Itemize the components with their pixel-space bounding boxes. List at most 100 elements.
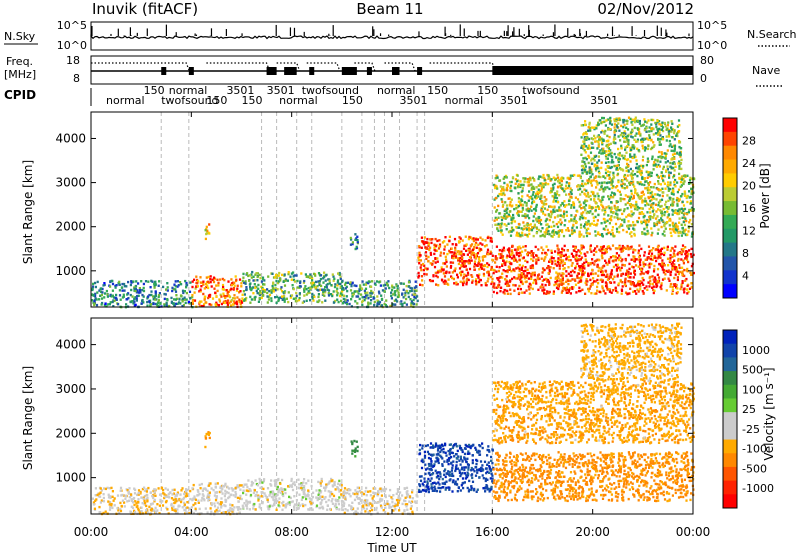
- scatter-cell: [457, 276, 459, 278]
- scatter-cell: [577, 249, 579, 251]
- scatter-cell: [558, 209, 560, 211]
- scatter-cell: [93, 294, 95, 296]
- scatter-cell: [513, 290, 515, 292]
- scatter-cell: [638, 244, 640, 246]
- scatter-cell: [684, 224, 686, 226]
- scatter-cell: [437, 261, 439, 263]
- scatter-cell: [454, 267, 456, 269]
- scatter-cell: [553, 267, 555, 269]
- scatter-cell: [521, 190, 523, 192]
- scatter-cell: [473, 246, 475, 248]
- scatter-cell: [338, 301, 340, 303]
- scatter-cell: [605, 168, 607, 170]
- scatter-cell: [434, 249, 436, 251]
- scatter-cell: [644, 198, 646, 200]
- scatter-cell: [320, 274, 322, 276]
- scatter-cell: [528, 272, 530, 274]
- scatter-cell: [334, 286, 336, 288]
- scatter-cell: [634, 127, 636, 129]
- scatter-cell: [382, 289, 384, 291]
- scatter-cell: [502, 291, 504, 293]
- scatter-cell: [527, 194, 529, 196]
- scatter-cell: [159, 505, 161, 507]
- scatter-cell: [515, 226, 517, 228]
- scatter-cell: [658, 132, 660, 134]
- scatter-cell: [473, 265, 475, 267]
- scatter-cell: [284, 301, 286, 303]
- scatter-cell: [224, 297, 226, 299]
- scatter-cell: [491, 259, 493, 261]
- scatter-cell: [609, 288, 611, 290]
- scatter-cell: [549, 219, 551, 221]
- scatter-cell: [602, 149, 604, 151]
- scatter-cell: [643, 118, 645, 120]
- scatter-cell: [222, 286, 224, 288]
- scatter-cell: [479, 260, 481, 262]
- scatter-cell: [448, 240, 450, 242]
- scatter-cell: [652, 275, 654, 277]
- scatter-cell: [209, 303, 211, 305]
- scatter-cell: [594, 247, 596, 249]
- scatter-cell: [572, 262, 574, 264]
- scatter-cell: [581, 160, 583, 162]
- scatter-cell: [154, 491, 156, 493]
- scatter-cell: [557, 215, 559, 217]
- scatter-cell: [611, 161, 613, 163]
- scatter-cell: [650, 119, 652, 121]
- scatter-cell: [182, 506, 184, 508]
- scatter-cell: [666, 165, 668, 167]
- scatter-cell: [557, 186, 559, 188]
- scatter-cell: [579, 185, 581, 187]
- scatter-cell: [626, 170, 628, 172]
- scatter-cell: [535, 209, 537, 211]
- scatter-cell: [593, 220, 595, 222]
- scatter-cell: [166, 303, 168, 305]
- scatter-cell: [583, 267, 585, 269]
- scatter-cell: [368, 280, 370, 282]
- scatter-cell: [477, 252, 479, 254]
- scatter-cell: [587, 220, 589, 222]
- scatter-cell: [521, 232, 523, 234]
- scatter-cell: [511, 249, 513, 251]
- scatter-cell: [409, 298, 411, 300]
- scatter-cell: [661, 171, 663, 173]
- scatter-cell: [535, 254, 537, 256]
- scatter-cell: [242, 277, 244, 279]
- scatter-cell: [248, 280, 250, 282]
- scatter-cell: [623, 219, 625, 221]
- scatter-cell: [309, 287, 311, 289]
- scatter-cell: [583, 141, 585, 143]
- scatter-cell: [117, 303, 119, 305]
- scatter-cell: [603, 245, 605, 247]
- scatter-cell: [561, 184, 563, 186]
- scatter-cell: [652, 202, 654, 204]
- nsky-tick-bottom: 10^0: [57, 39, 87, 52]
- scatter-cell: [547, 178, 549, 180]
- scatter-cell: [518, 246, 520, 248]
- scatter-cell: [184, 290, 186, 292]
- scatter-cell: [465, 283, 467, 285]
- scatter-cell: [663, 230, 665, 232]
- scatter-cell: [522, 246, 524, 248]
- scatter-cell: [644, 149, 646, 151]
- scatter-cell: [549, 269, 551, 271]
- scatter-cell: [603, 228, 605, 230]
- scatter-cell: [624, 264, 626, 266]
- scatter-cell: [503, 178, 505, 180]
- scatter-cell: [440, 252, 442, 254]
- scatter-cell: [463, 248, 465, 250]
- scatter-cell: [333, 278, 335, 280]
- scatter-cell: [499, 193, 501, 195]
- scatter-cell: [346, 290, 348, 292]
- scatter-cell: [568, 203, 570, 205]
- scatter-cell: [640, 269, 642, 271]
- scatter-cell: [678, 208, 680, 210]
- scatter-cell: [624, 124, 626, 126]
- scatter-cell: [101, 294, 103, 296]
- scatter-cell: [538, 273, 540, 275]
- scatter-cell: [424, 236, 426, 238]
- scatter-cell: [555, 200, 557, 202]
- scatter-cell: [677, 162, 679, 164]
- scatter-cell: [496, 209, 498, 211]
- scatter-cell: [570, 196, 572, 198]
